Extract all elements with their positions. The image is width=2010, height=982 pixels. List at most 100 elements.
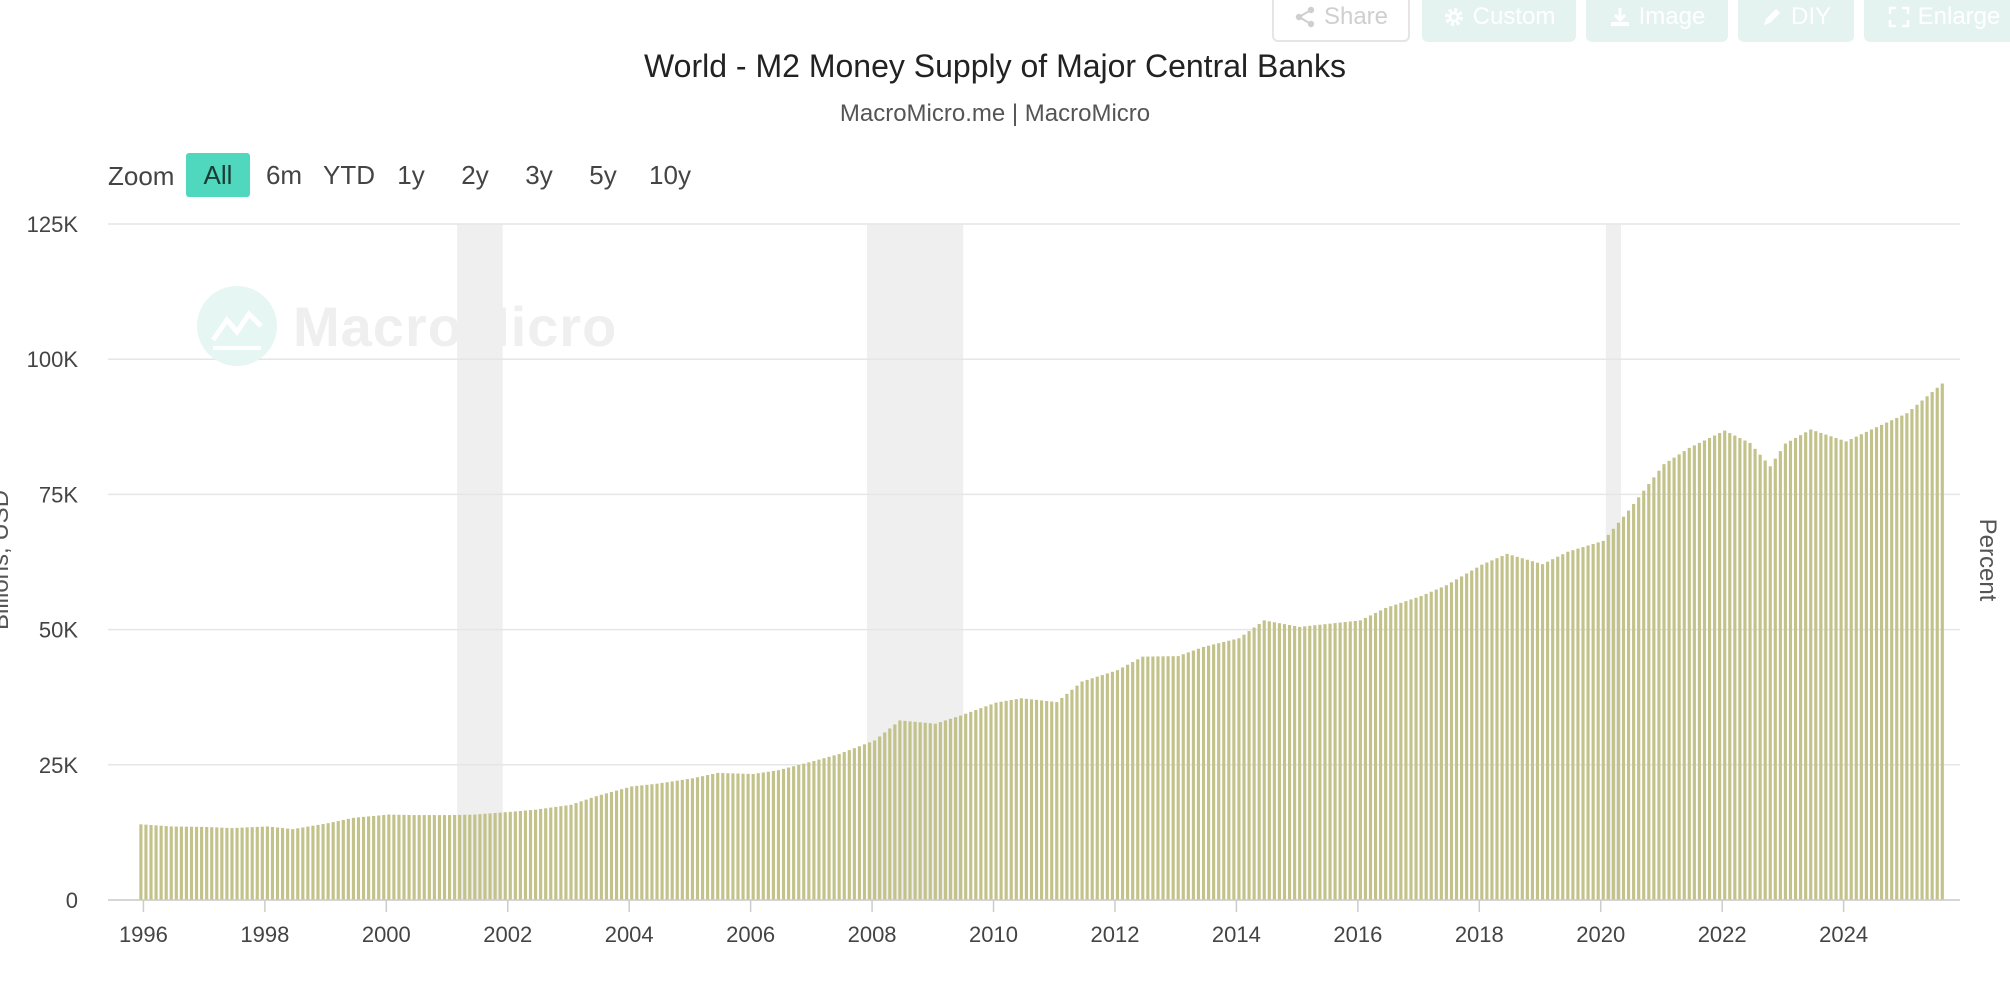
custom-button[interactable]: Custom — [1422, 0, 1576, 42]
zoom-10y-button[interactable]: 10y — [649, 160, 691, 190]
bar — [756, 773, 760, 900]
bar — [1485, 562, 1489, 900]
bar — [1687, 447, 1691, 900]
bar — [1738, 438, 1742, 900]
x-tick-label: 2010 — [969, 922, 1018, 947]
bar — [1444, 585, 1448, 900]
bar — [1586, 545, 1590, 900]
bar — [847, 750, 851, 900]
bar — [690, 778, 695, 900]
bar — [1191, 650, 1195, 900]
bar — [878, 736, 882, 900]
bar — [1647, 484, 1651, 900]
bar — [721, 773, 725, 900]
bar — [478, 814, 482, 900]
bar — [716, 772, 720, 900]
bar — [873, 740, 877, 900]
bar — [1080, 681, 1084, 900]
image-button[interactable]: Image — [1586, 0, 1728, 42]
bar — [194, 826, 199, 900]
bar — [862, 744, 867, 900]
zoom-all-button[interactable]: All — [186, 153, 250, 197]
bar — [1702, 440, 1707, 900]
zoom-3y-button[interactable]: 3y — [525, 160, 553, 190]
bar — [513, 811, 517, 900]
bar — [903, 720, 907, 900]
bar — [306, 826, 310, 900]
bar — [387, 814, 391, 900]
bar — [179, 826, 183, 900]
zoom-ytd-button[interactable]: YTD — [323, 160, 375, 190]
bar — [599, 794, 603, 900]
bar — [979, 708, 983, 900]
x-tick-label: 2012 — [1090, 922, 1139, 947]
bar — [1718, 433, 1722, 900]
bar — [1303, 626, 1307, 900]
bar — [564, 805, 568, 900]
bar — [1778, 451, 1782, 900]
bar — [964, 713, 968, 900]
bar — [1409, 599, 1413, 900]
bar — [523, 810, 528, 900]
bar — [614, 790, 619, 900]
bar — [296, 828, 300, 900]
bar — [215, 827, 219, 900]
bar — [1910, 409, 1914, 900]
bar — [483, 813, 487, 900]
bar — [1262, 620, 1266, 900]
x-tick-label: 2000 — [362, 922, 411, 947]
bar — [1601, 540, 1605, 900]
bar — [174, 826, 178, 900]
bar — [1799, 435, 1803, 900]
bar — [832, 755, 836, 900]
x-axis-ticks: 1996 1998 2000 2002 2004 2006 2008 2010 2012 2014… — [108, 899, 1960, 947]
enlarge-button[interactable]: Enlarge — [1864, 0, 2010, 42]
bar — [1065, 693, 1069, 900]
bar — [766, 771, 770, 900]
bar — [1019, 698, 1023, 900]
bar — [1419, 596, 1423, 900]
bar — [1338, 622, 1342, 900]
bar — [1819, 432, 1823, 900]
diy-button[interactable]: DIY — [1738, 0, 1854, 42]
bar — [1085, 679, 1089, 900]
bar — [711, 773, 715, 900]
bar — [554, 806, 558, 900]
bar — [589, 797, 593, 900]
bar — [1110, 671, 1114, 900]
bar — [1880, 424, 1884, 900]
zoom-2y-button[interactable]: 2y — [461, 160, 489, 190]
share-button[interactable]: Share — [1272, 0, 1410, 42]
zoom-6m-button[interactable]: 6m — [265, 160, 303, 190]
bar — [1055, 702, 1059, 900]
bar — [275, 827, 280, 900]
bar — [407, 814, 411, 900]
bar — [1707, 438, 1712, 900]
recession-band — [457, 224, 503, 900]
bar — [1733, 435, 1737, 900]
expand-icon — [1888, 6, 1910, 28]
bar — [1156, 656, 1160, 900]
bar — [1515, 556, 1519, 900]
bar — [994, 702, 998, 900]
bar — [1075, 685, 1079, 900]
bar — [442, 815, 447, 900]
enlarge-button-label: Enlarge — [1917, 3, 2001, 30]
bar — [1642, 490, 1646, 900]
bar — [569, 804, 573, 900]
bar — [559, 806, 563, 900]
bar — [1323, 624, 1327, 900]
bar — [741, 773, 745, 900]
zoom-1y-button[interactable]: 1y — [397, 160, 425, 190]
bar — [751, 773, 755, 900]
bar — [1869, 429, 1874, 900]
bar — [802, 763, 806, 900]
zoom-5y-button[interactable]: 5y — [589, 160, 617, 190]
bar — [356, 817, 361, 900]
bar — [336, 821, 340, 900]
bar — [503, 812, 507, 900]
bar — [1657, 470, 1661, 900]
bar — [1237, 638, 1241, 900]
bar — [1379, 610, 1383, 900]
